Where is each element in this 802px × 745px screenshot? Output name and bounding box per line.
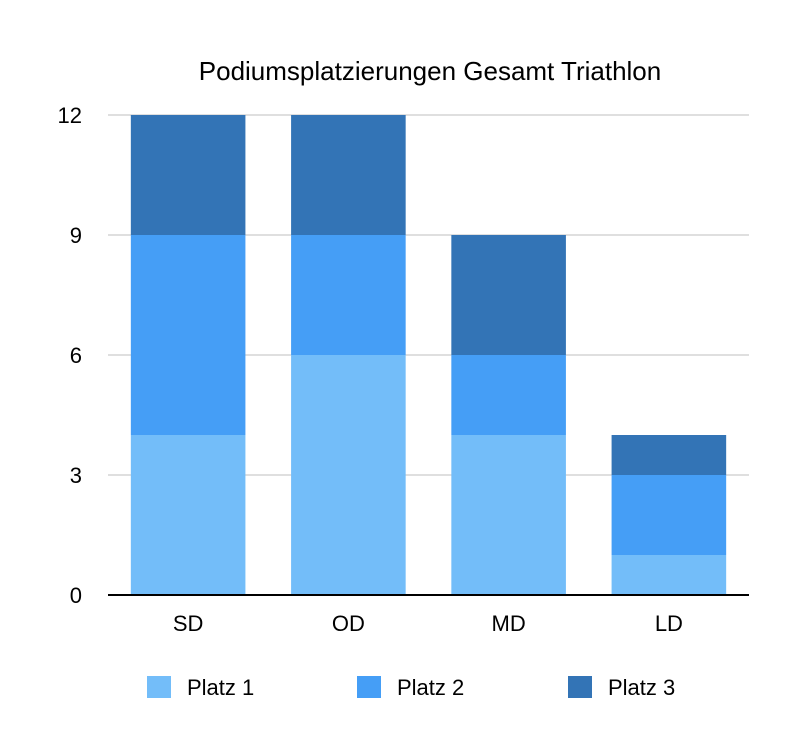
- legend: Platz 1 Platz 2 Platz 3: [147, 675, 675, 700]
- y-tick-label: 6: [70, 343, 82, 368]
- bar-ld-platz-3: [611, 435, 727, 475]
- bar-md-platz-2: [451, 355, 566, 435]
- bar-od-platz-3: [291, 115, 406, 235]
- bar-sd-platz-1: [130, 435, 246, 595]
- axes: 0 3 6 9 12 SD OD MD LD: [58, 103, 749, 636]
- bar-md-platz-1: [451, 435, 566, 595]
- legend-label: Platz 2: [397, 675, 464, 700]
- bar-ld-platz-2: [611, 475, 727, 555]
- x-tick-label: SD: [173, 611, 204, 636]
- legend-label: Platz 3: [608, 675, 675, 700]
- bar-od-platz-1: [291, 355, 406, 595]
- legend-swatch: [147, 676, 171, 698]
- y-tick-label: 9: [70, 223, 82, 248]
- legend-swatch: [357, 676, 381, 698]
- x-tick-label: OD: [332, 611, 365, 636]
- bars: [130, 115, 727, 595]
- legend-label: Platz 1: [187, 675, 254, 700]
- x-tick-label: LD: [655, 611, 683, 636]
- bar-ld-platz-1: [611, 555, 727, 595]
- bar-sd-platz-3: [130, 115, 246, 235]
- bar-md-platz-3: [451, 235, 566, 355]
- chart-title: Podiumsplatzierungen Gesamt Triathlon: [199, 56, 661, 86]
- bar-od-platz-2: [291, 235, 406, 355]
- bar-sd-platz-2: [130, 235, 246, 435]
- y-tick-label: 3: [70, 463, 82, 488]
- y-tick-label: 0: [70, 583, 82, 608]
- y-tick-label: 12: [58, 103, 82, 128]
- legend-swatch: [568, 676, 592, 698]
- x-tick-label: MD: [492, 611, 526, 636]
